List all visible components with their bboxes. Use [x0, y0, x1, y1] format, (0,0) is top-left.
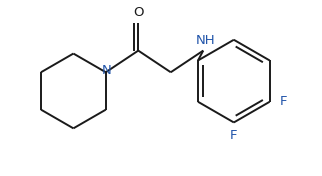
Text: N: N: [102, 64, 112, 77]
Text: NH: NH: [195, 34, 215, 47]
Text: F: F: [280, 95, 287, 108]
Text: F: F: [230, 129, 238, 142]
Text: O: O: [133, 6, 144, 19]
